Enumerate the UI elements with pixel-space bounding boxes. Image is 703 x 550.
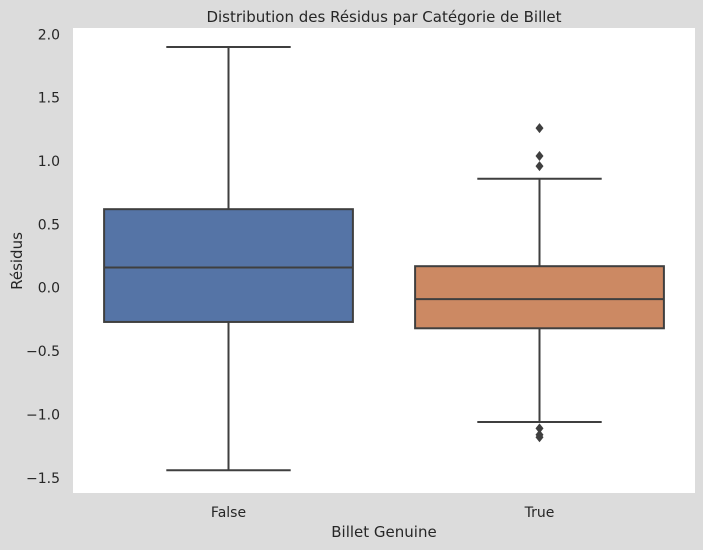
box-iqr bbox=[103, 208, 354, 323]
outlier-point bbox=[535, 123, 544, 134]
outlier-point bbox=[535, 150, 544, 161]
y-tick-label: 1.0 bbox=[38, 154, 60, 170]
x-axis: False True bbox=[211, 505, 554, 521]
x-tick-label: True bbox=[524, 505, 555, 521]
outlier-point bbox=[535, 423, 544, 434]
y-tick-label: 2.0 bbox=[38, 27, 60, 43]
y-tick-label: 0.5 bbox=[38, 217, 60, 233]
chart-title: Distribution des Résidus par Catégorie d… bbox=[206, 8, 561, 26]
y-tick-label: 1.5 bbox=[38, 91, 60, 107]
y-tick-label: −1.0 bbox=[26, 407, 60, 423]
y-tick-label: −0.5 bbox=[26, 344, 60, 360]
box-false bbox=[103, 46, 354, 472]
y-axis-label: Résidus bbox=[8, 232, 26, 290]
box-true bbox=[414, 123, 665, 443]
outlier-point bbox=[535, 161, 544, 172]
y-tick-label: −1.5 bbox=[26, 471, 60, 487]
y-tick-label: 0.0 bbox=[38, 281, 60, 297]
x-tick-label: False bbox=[211, 505, 246, 521]
y-axis: 2.0 1.5 1.0 0.5 0.0 −0.5 −1.0 −1.5 bbox=[26, 27, 60, 486]
x-axis-label: Billet Genuine bbox=[331, 523, 436, 541]
box-iqr bbox=[414, 265, 665, 330]
outlier-point bbox=[535, 432, 544, 443]
box-plots bbox=[103, 46, 665, 472]
